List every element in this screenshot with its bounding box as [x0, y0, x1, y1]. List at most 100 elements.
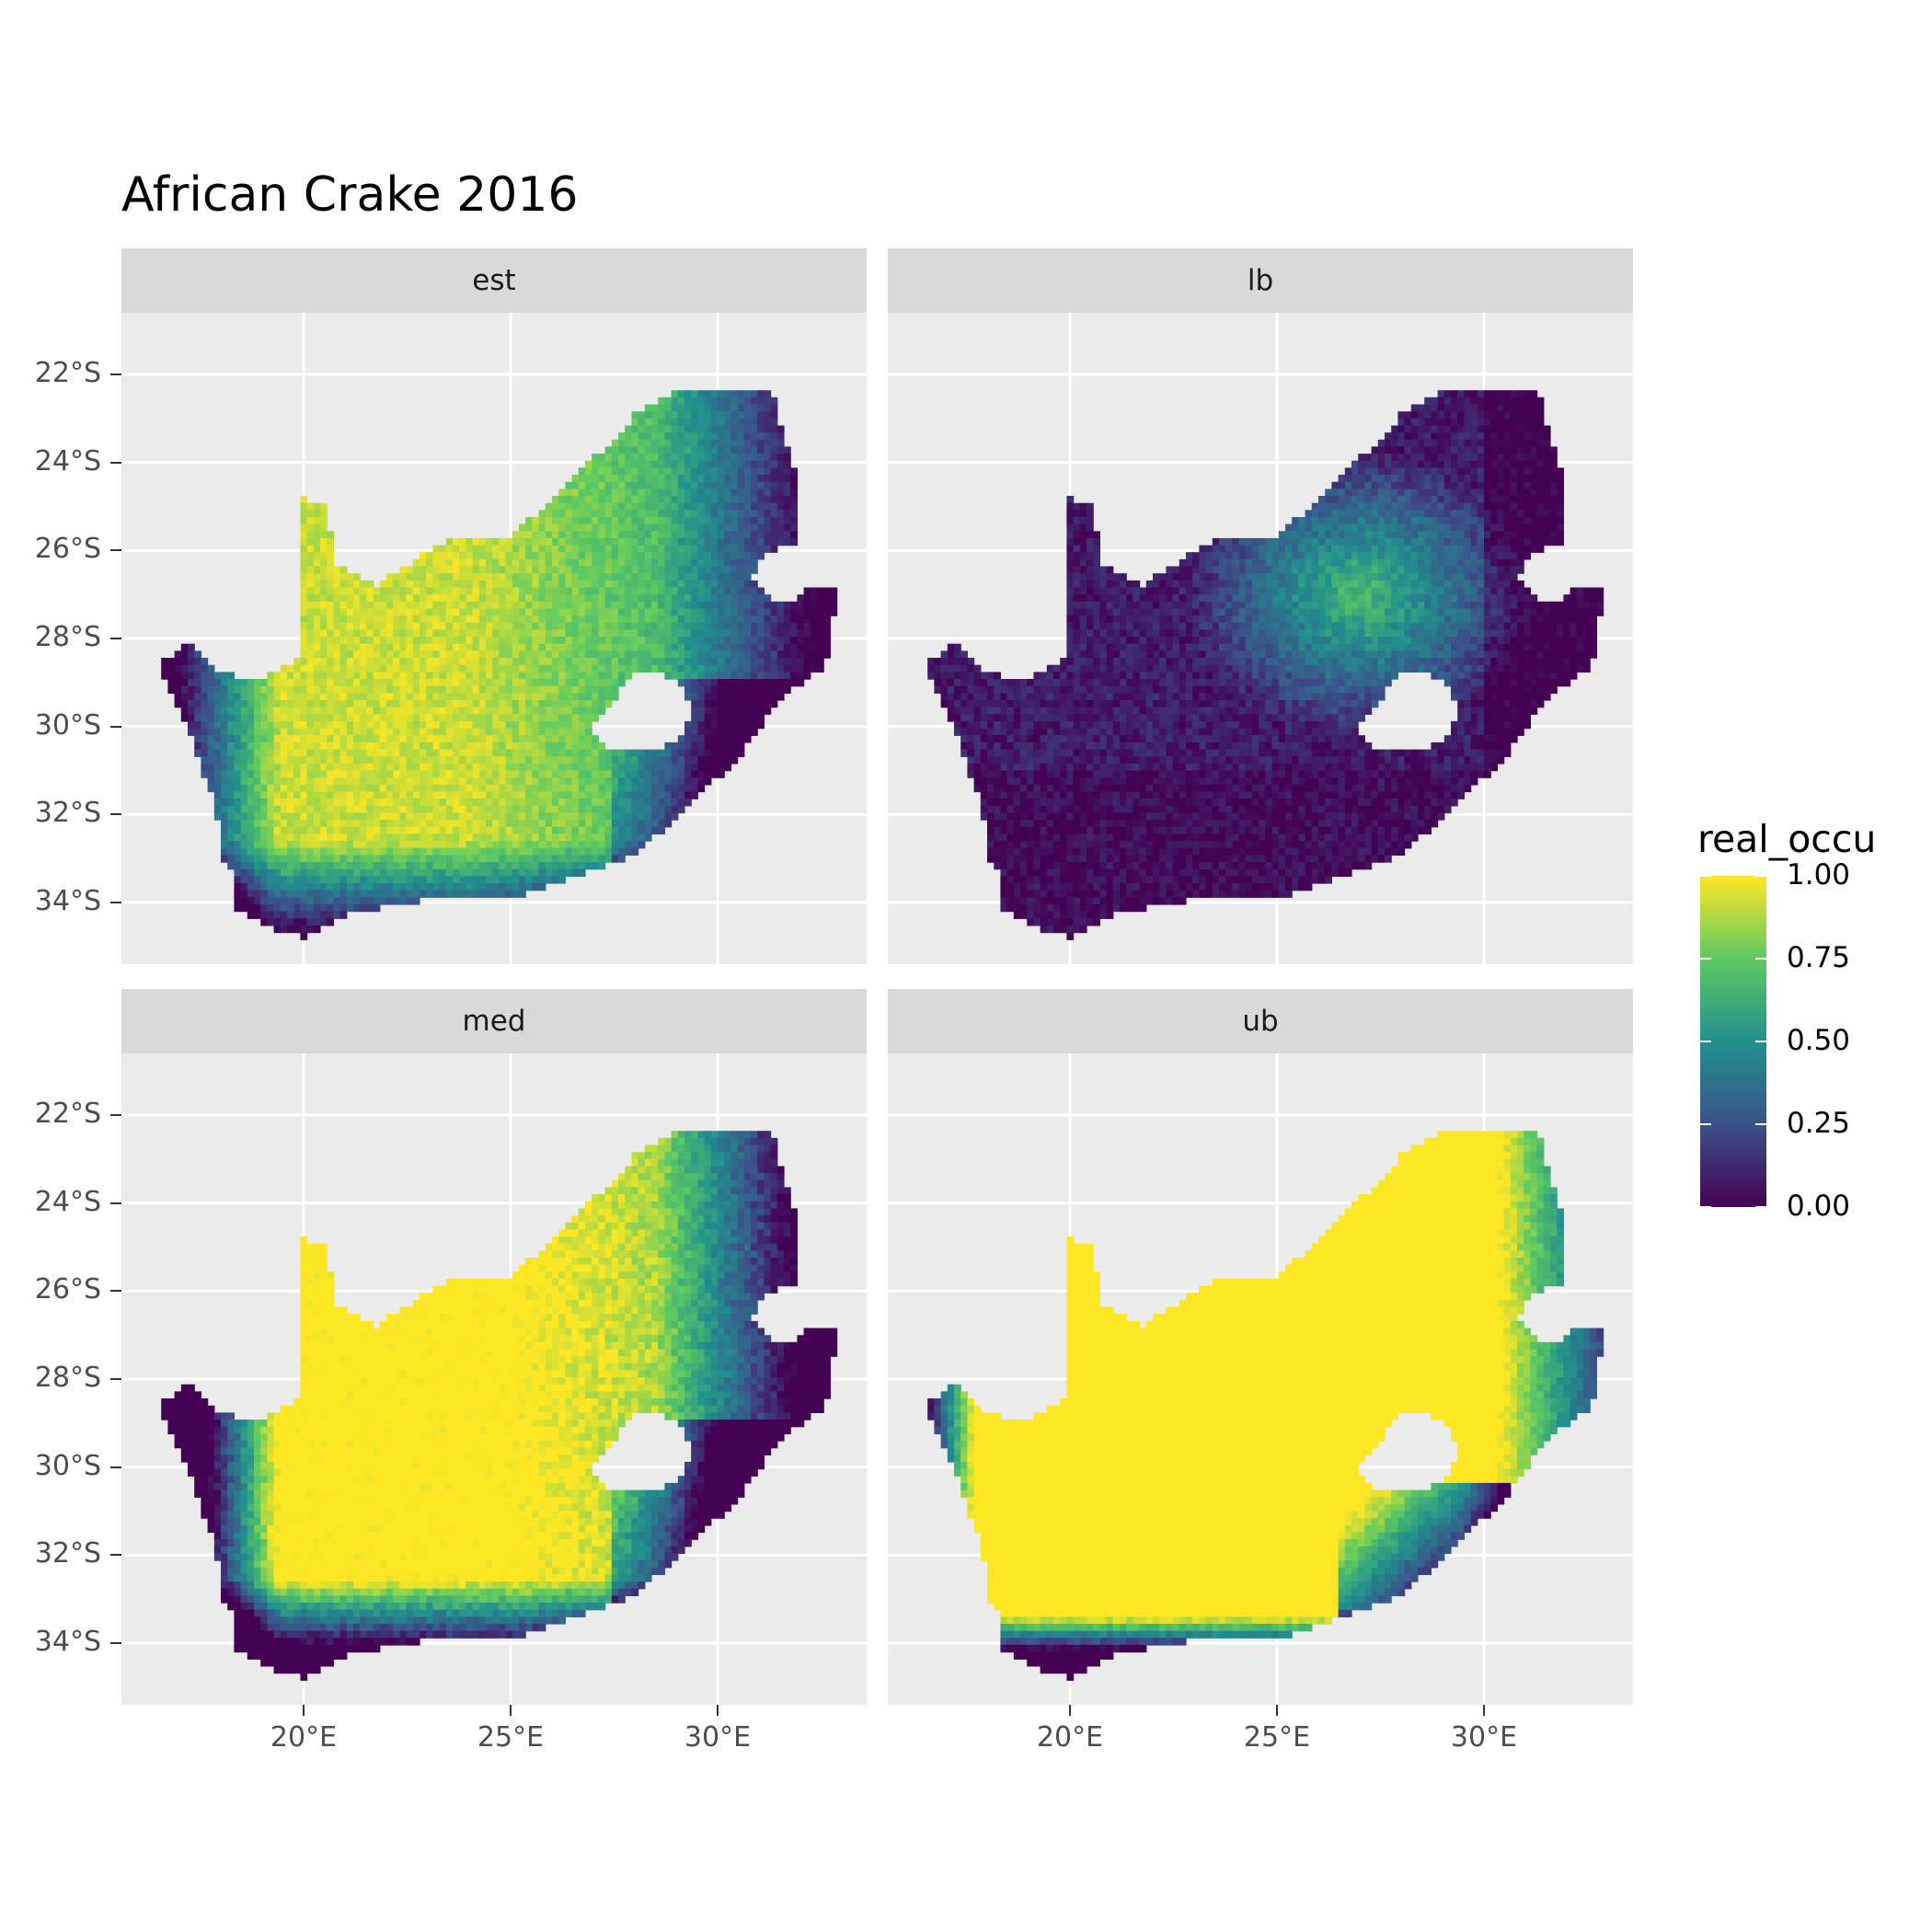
raster-cell	[373, 700, 381, 708]
raster-cell	[631, 573, 639, 581]
raster-cell	[1020, 826, 1028, 834]
raster-cell	[466, 890, 474, 898]
raster-cell	[538, 720, 546, 730]
raster-cell	[1006, 735, 1015, 743]
raster-cell	[512, 580, 520, 589]
raster-cell	[684, 418, 692, 427]
raster-cell	[691, 594, 698, 603]
raster-cell	[730, 425, 739, 433]
raster-cell	[585, 855, 592, 863]
raster-cell	[393, 637, 400, 645]
raster-cell	[466, 587, 474, 595]
raster-cell	[267, 770, 275, 778]
raster-cell	[604, 700, 613, 708]
raster-cell	[234, 812, 242, 821]
raster-cell	[764, 707, 772, 715]
raster-cell	[445, 855, 454, 863]
raster-cell	[439, 629, 447, 638]
raster-cell	[684, 411, 692, 420]
raster-cell	[604, 855, 613, 863]
raster-cell	[234, 862, 242, 870]
raster-cell	[691, 397, 698, 406]
raster-cell	[412, 784, 420, 793]
raster-cell	[967, 679, 975, 687]
raster-cell	[644, 643, 652, 651]
raster-cell	[459, 756, 466, 765]
raster-cell	[300, 868, 308, 877]
raster-cell	[604, 777, 613, 786]
raster-cell	[519, 756, 526, 765]
raster-cell	[1066, 735, 1075, 743]
raster-cell	[1053, 911, 1061, 919]
raster-cell	[194, 749, 201, 757]
raster-cell	[1066, 700, 1075, 708]
raster-cell	[691, 742, 698, 751]
raster-cell	[664, 418, 673, 427]
raster-cell	[499, 622, 507, 631]
raster-cell	[751, 404, 758, 412]
raster-cell	[994, 763, 1001, 772]
raster-cell	[1020, 820, 1028, 828]
raster-cell	[764, 481, 772, 489]
raster-cell	[1046, 799, 1054, 807]
raster-cell	[180, 650, 189, 659]
raster-cell	[486, 594, 493, 603]
raster-cell	[677, 622, 685, 631]
raster-cell	[960, 714, 968, 722]
raster-cell	[1033, 672, 1041, 680]
raster-cell	[373, 770, 381, 778]
raster-cell	[1060, 847, 1067, 856]
raster-cell	[420, 742, 427, 751]
raster-cell	[339, 868, 348, 877]
raster-cell	[664, 439, 673, 448]
raster-cell	[532, 587, 540, 595]
raster-cell	[1033, 897, 1041, 905]
raster-cell	[478, 847, 487, 856]
raster-cell	[1053, 728, 1061, 736]
raster-cell	[346, 720, 354, 730]
raster-cell	[631, 658, 639, 666]
raster-cell	[313, 903, 321, 913]
raster-cell	[704, 749, 712, 757]
raster-cell	[459, 855, 466, 863]
raster-cell	[492, 629, 500, 638]
raster-cell	[538, 615, 546, 624]
raster-cell	[684, 685, 692, 694]
raster-cell	[188, 685, 195, 694]
raster-cell	[592, 826, 599, 834]
raster-cell	[525, 799, 533, 807]
raster-cell	[478, 862, 487, 870]
raster-cell	[1000, 693, 1008, 701]
raster-cell	[519, 587, 526, 595]
raster-cell	[651, 622, 659, 631]
raster-cell	[346, 799, 354, 807]
raster-cell	[638, 629, 646, 638]
raster-cell	[393, 763, 400, 772]
raster-cell	[677, 672, 685, 680]
raster-cell	[1027, 763, 1034, 772]
raster-cell	[353, 629, 361, 638]
raster-cell	[718, 580, 725, 589]
raster-cell	[300, 903, 308, 913]
raster-cell	[439, 650, 447, 659]
raster-cell	[426, 805, 433, 814]
raster-cell	[300, 714, 308, 722]
raster-cell	[571, 791, 580, 799]
raster-cell	[552, 868, 559, 877]
raster-cell	[532, 868, 540, 877]
raster-cell	[1020, 868, 1028, 877]
raster-cell	[724, 735, 731, 743]
raster-cell	[386, 587, 394, 595]
raster-cell	[704, 439, 712, 448]
raster-cell	[691, 390, 698, 398]
raster-cell	[651, 812, 659, 821]
raster-cell	[379, 658, 387, 666]
raster-cell	[625, 672, 632, 680]
raster-cell	[519, 594, 526, 603]
raster-cell	[466, 558, 474, 568]
raster-cell	[691, 523, 698, 532]
raster-cell	[213, 693, 222, 701]
raster-cell	[803, 608, 811, 616]
raster-cell	[770, 643, 778, 651]
raster-cell	[1020, 862, 1028, 870]
